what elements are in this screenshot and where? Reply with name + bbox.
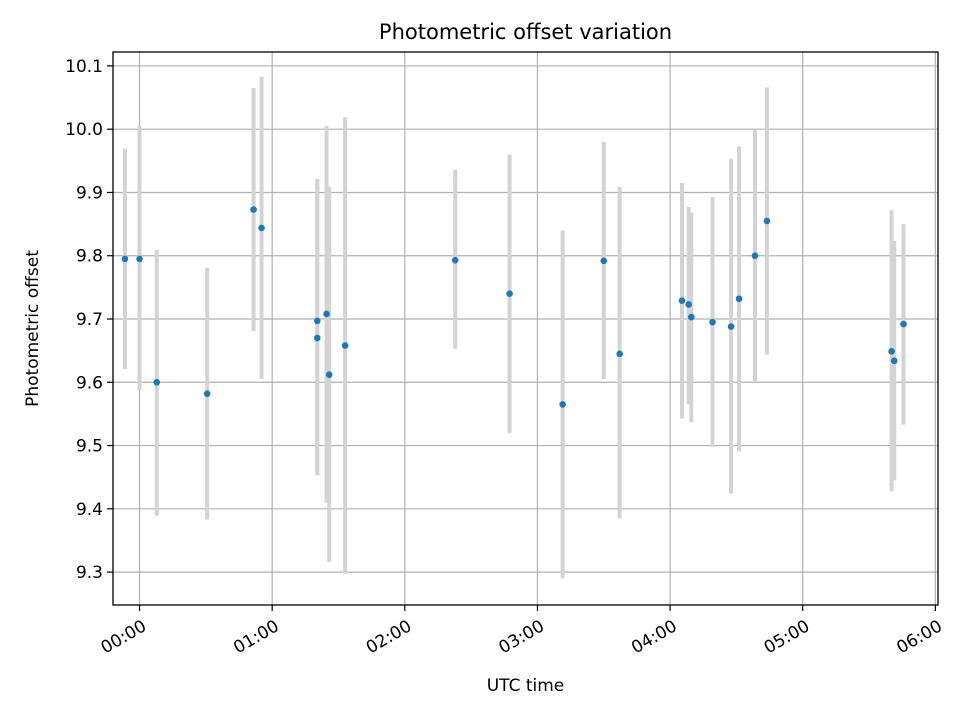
data-point [341,342,349,349]
y-tick-label: 9.8 [76,247,103,267]
y-tick-label: 9.7 [76,310,103,330]
data-point [313,317,321,325]
data-point [888,347,895,355]
data-point [727,323,735,330]
data-point [313,334,321,342]
data-point [763,217,771,225]
y-tick-label: 10.0 [65,120,103,140]
data-point [709,318,716,326]
data-point [600,257,608,265]
y-tick-label: 10.1 [65,57,103,77]
grid-layer [113,52,938,605]
chart-title: Photometric offset variation [379,20,672,44]
data-point [735,295,743,303]
data-point [153,378,161,386]
x-axis-label: UTC time [487,676,565,696]
data-point [687,313,695,321]
data-point [136,255,143,263]
data-point [323,310,330,318]
data-point [890,357,898,365]
data-point [616,350,623,358]
data-point [900,320,907,328]
data-point [685,301,692,308]
y-tick-label: 9.9 [76,183,103,203]
data-point [325,371,333,378]
data-point [751,252,759,260]
data-point [559,401,566,408]
y-tick-label: 9.5 [76,437,103,457]
point-layer [121,206,907,408]
data-point [258,224,265,232]
y-tick-label: 9.6 [76,373,103,393]
data-point [678,297,686,304]
data-point [451,256,459,264]
y-axis-label: Photometric offset [23,250,43,407]
y-tick-label: 9.4 [76,500,103,520]
y-tick-label: 9.3 [76,563,103,583]
data-point [506,290,513,298]
data-point [250,206,257,213]
data-point [203,390,211,397]
plot-frame [112,51,939,606]
data-point [121,255,129,263]
